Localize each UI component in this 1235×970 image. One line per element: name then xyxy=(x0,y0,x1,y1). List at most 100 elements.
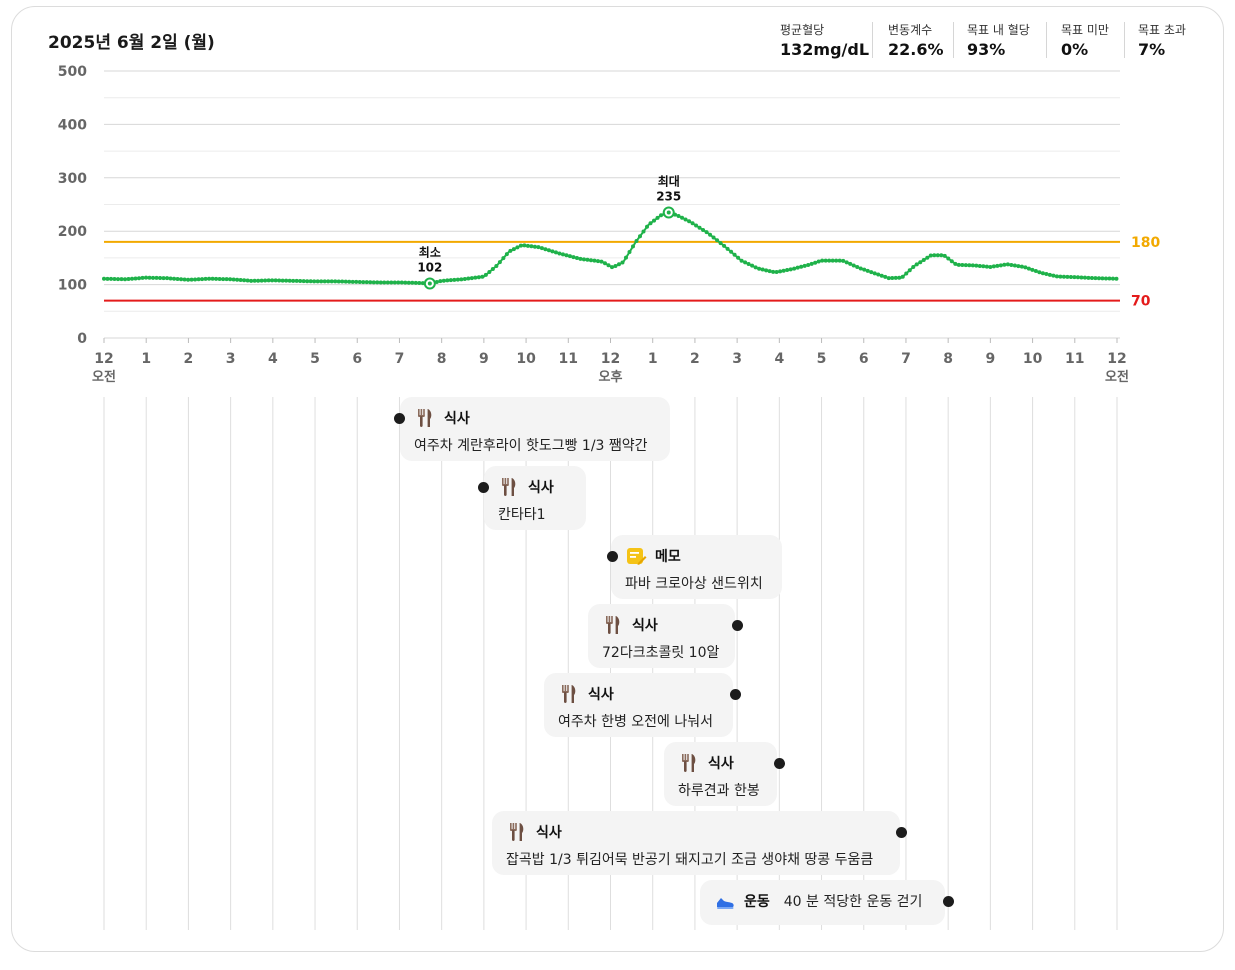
glucose-point xyxy=(613,264,618,269)
glucose-point xyxy=(501,256,506,261)
event-description: 72다크초콜릿 10알 xyxy=(602,645,720,661)
glucose-point xyxy=(392,280,397,285)
glucose-point xyxy=(441,278,446,283)
y-tick-label: 300 xyxy=(58,171,87,187)
glucose-point xyxy=(308,279,313,284)
glucose-point xyxy=(974,263,979,268)
glucose-point xyxy=(347,279,352,284)
glucose-point xyxy=(532,244,537,249)
event-card-meal[interactable]: 식사 칸타타1 xyxy=(484,466,586,530)
glucose-point xyxy=(462,276,467,281)
glucose-point xyxy=(137,276,142,281)
event-description: 잡곡밥 1/3 튀김어묵 반공기 돼지고기 조금 생야채 땅콩 두움큼 xyxy=(506,852,874,868)
glucose-point xyxy=(357,279,362,284)
x-tick-label: 5 xyxy=(310,351,320,367)
event-header: 식사 xyxy=(558,683,614,705)
glucose-point xyxy=(287,278,292,283)
event-time-marker xyxy=(896,827,908,838)
glucose-point xyxy=(214,276,219,281)
glucose-point xyxy=(953,261,958,266)
glucose-point xyxy=(872,271,877,276)
glucose-point xyxy=(245,278,250,283)
glucose-point xyxy=(326,279,331,284)
y-tick-label: 500 xyxy=(58,64,87,80)
glucose-point xyxy=(841,258,846,263)
glucose-point xyxy=(102,276,106,281)
threshold-label: 180 xyxy=(1131,235,1160,251)
glucose-point xyxy=(399,280,404,285)
event-card-meal[interactable]: 식사 잡곡밥 1/3 튀김어묵 반공기 돼지고기 조금 생야채 땅콩 두움큼 xyxy=(492,811,900,875)
glucose-point xyxy=(112,276,117,281)
glucose-point xyxy=(729,249,734,254)
stat-value: 7% xyxy=(1138,40,1166,59)
glucose-point xyxy=(448,278,453,283)
event-card-meal[interactable]: 식사 여주차 한병 오전에 나눠서 xyxy=(544,673,733,737)
glucose-point xyxy=(925,255,930,260)
glucose-point xyxy=(273,278,278,283)
glucose-point xyxy=(161,276,166,281)
glucose-point xyxy=(767,269,772,274)
glucose-point xyxy=(764,268,769,273)
y-tick-label: 0 xyxy=(77,331,87,347)
glucose-point xyxy=(1047,272,1052,277)
event-card-exercise[interactable]: 운동 40 분 적당한 운동 걷기 xyxy=(700,880,945,925)
glucose-point xyxy=(158,276,163,281)
glucose-point xyxy=(1079,275,1084,280)
glucose-point xyxy=(217,276,222,281)
event-card-meal[interactable]: 식사 여주차 계란후라이 핫도그빵 1/3 쨈약간 xyxy=(400,397,670,461)
glucose-point xyxy=(336,279,341,284)
event-description: 여주차 계란후라이 핫도그빵 1/3 쨈약간 xyxy=(414,438,648,454)
glucose-point xyxy=(1040,271,1045,276)
glucose-point xyxy=(820,258,825,263)
glucose-point xyxy=(581,257,586,262)
glucose-point xyxy=(165,276,170,281)
x-tick-label: 12 xyxy=(94,351,113,367)
glucose-point xyxy=(588,258,593,263)
glucose-point xyxy=(123,277,128,282)
stat-below-range: 목표 미만 0% xyxy=(1061,21,1109,59)
glucose-point xyxy=(210,276,215,281)
glucose-point xyxy=(736,255,741,260)
glucose-point xyxy=(998,263,1003,268)
glucose-point xyxy=(900,274,905,279)
glucose-point xyxy=(452,277,457,282)
glucose-point xyxy=(525,243,530,248)
event-card-meal[interactable]: 식사 72다크초콜릿 10알 xyxy=(588,604,735,668)
glucose-point xyxy=(750,263,755,268)
glucose-point xyxy=(105,276,110,281)
glucose-point xyxy=(382,280,387,285)
memo-icon xyxy=(625,545,647,567)
glucose-point xyxy=(343,279,348,284)
event-card-meal[interactable]: 식사 하루견과 한봉 xyxy=(664,742,777,806)
glucose-point xyxy=(739,258,744,263)
glucose-point xyxy=(928,253,933,258)
glucose-point xyxy=(1019,264,1024,269)
stat-divider xyxy=(953,22,954,58)
glucose-point xyxy=(312,279,317,284)
glucose-point xyxy=(799,264,804,269)
glucose-point xyxy=(890,276,895,281)
glucose-point xyxy=(834,258,839,263)
glucose-point xyxy=(788,267,793,272)
glucose-point xyxy=(389,280,394,285)
glucose-point xyxy=(792,266,797,271)
glucose-point xyxy=(536,245,541,250)
glucose-point xyxy=(988,264,993,269)
glucose-point xyxy=(560,252,565,257)
x-tick-label: 7 xyxy=(901,351,911,367)
glucose-point xyxy=(1082,275,1087,280)
glucose-point xyxy=(921,257,926,262)
glucose-point xyxy=(876,272,881,277)
glucose-point xyxy=(284,278,289,283)
glucose-point xyxy=(322,279,327,284)
x-tick-label: 8 xyxy=(437,351,447,367)
stat-value: 93% xyxy=(967,40,1006,59)
event-card-memo[interactable]: 메모 파바 크로아상 샌드위치 xyxy=(611,535,782,599)
glucose-point xyxy=(869,270,874,275)
glucose-point xyxy=(270,278,275,283)
glucose-point xyxy=(746,262,751,267)
x-tick-label: 4 xyxy=(774,351,784,367)
glucose-point xyxy=(567,254,572,259)
glucose-point xyxy=(469,276,474,281)
glucose-point xyxy=(487,269,492,274)
